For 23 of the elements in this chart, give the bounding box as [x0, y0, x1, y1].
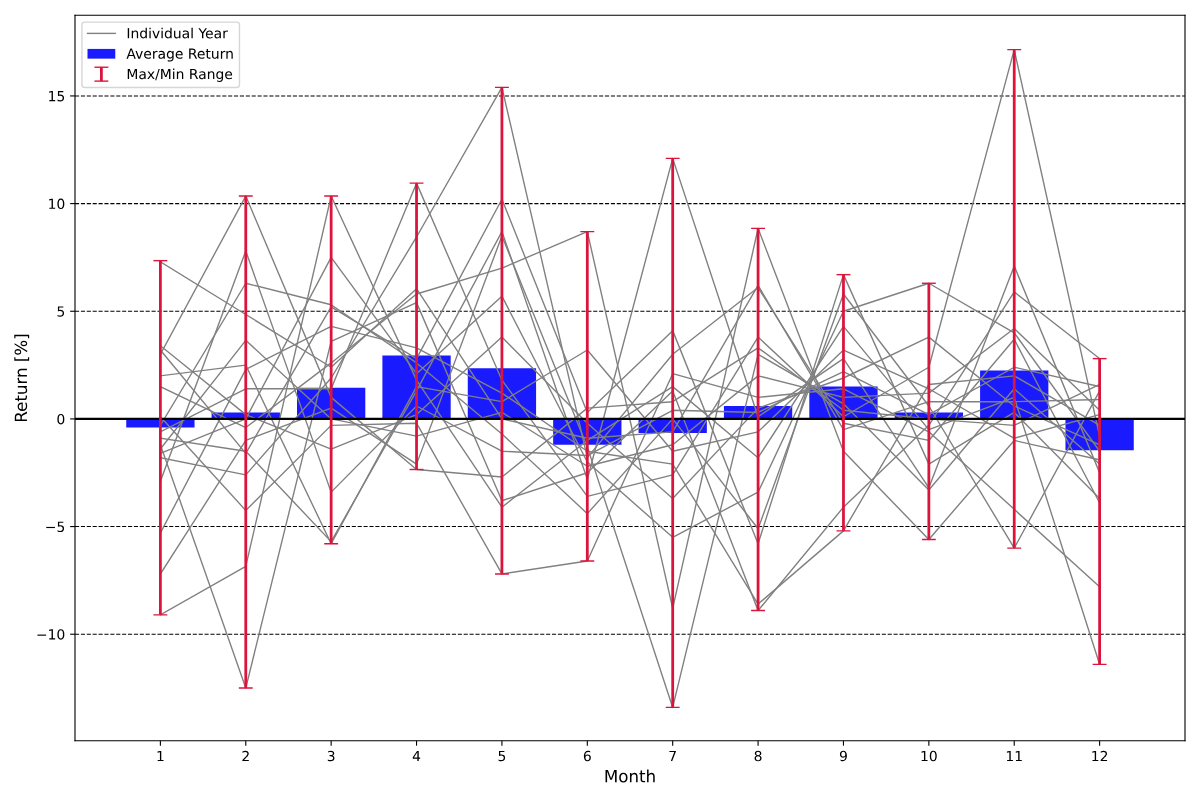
x-axis-title: Month	[605, 769, 655, 783]
y-tick-label: 0	[57, 413, 65, 425]
x-tick-label: 3	[327, 750, 335, 762]
y-tick-label: 5	[57, 306, 65, 317]
x-tick-label: 8	[754, 750, 762, 762]
annotation: Max/Min Range	[127, 68, 233, 82]
x-tick-label: 6	[583, 750, 591, 762]
x-tick-label: 4	[412, 750, 421, 762]
x-tick-label: 11	[1006, 750, 1022, 762]
x-tick-label: 5	[498, 750, 506, 762]
legend-label: Individual Year	[127, 27, 228, 39]
x-tick-label: 10	[921, 750, 937, 762]
y-tick-label: −5	[46, 521, 65, 533]
y-tick-label: 15	[49, 91, 65, 102]
y-tick-label: −10	[37, 629, 65, 640]
x-tick-label: 1	[157, 750, 164, 762]
x-tick-label: 12	[1092, 750, 1108, 762]
x-tick-label: 2	[242, 750, 249, 762]
legend-label: Average Return	[126, 48, 233, 62]
y-axis-title: Return [%]	[14, 334, 30, 422]
x-tick-label: 7	[669, 750, 676, 762]
x-tick-label: 9	[839, 750, 847, 762]
y-tick-label: 10	[49, 198, 65, 210]
